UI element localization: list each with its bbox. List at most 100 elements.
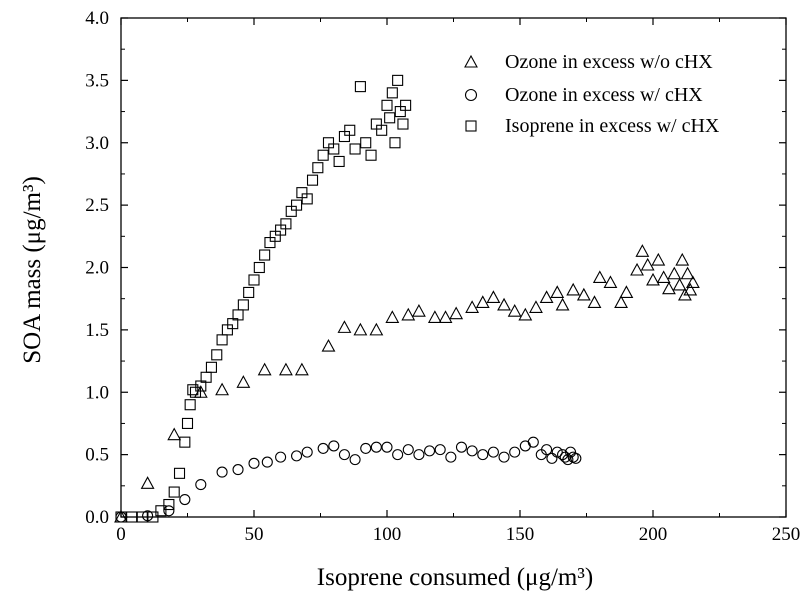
triangle-point (529, 300, 543, 313)
axis-ticks (120, 17, 787, 518)
square-point (392, 74, 404, 86)
square-point (360, 137, 372, 149)
triangle-point (603, 275, 618, 289)
x-tick-label: 200 (639, 524, 668, 545)
circle-point (546, 452, 558, 464)
triangle-point (646, 272, 660, 286)
square-point (291, 199, 303, 211)
square-point (365, 149, 377, 161)
circle-point (338, 449, 350, 461)
circle-point (562, 454, 574, 466)
y-tick-label: 3.0 (85, 133, 109, 154)
triangle-point (614, 295, 629, 308)
legend-label-1: Ozone in excess w/o cHX (505, 51, 713, 73)
triangle-point (438, 310, 453, 323)
square-point (216, 334, 228, 346)
square-point (184, 399, 196, 411)
triangle-point (411, 304, 426, 317)
square-point (253, 261, 265, 274)
y-axis-title: SOA mass (μg/m³) (19, 176, 46, 364)
legend-item-square: Isoprene in excess w/ cHX (465, 115, 720, 137)
circle-point (195, 479, 207, 491)
triangle-point (619, 285, 634, 299)
x-tick-label: 150 (506, 524, 535, 545)
triangle-point (683, 282, 698, 296)
legend-circle-icon (464, 88, 478, 102)
circle-point (301, 446, 313, 458)
triangle-point (294, 362, 309, 376)
triangle-point (630, 262, 644, 276)
y-tick-label: 0.0 (85, 507, 109, 528)
legend-label-3: Isoprene in excess w/ cHX (505, 115, 720, 137)
square-point (376, 124, 388, 136)
legend-label-2: Ozone in excess w/ cHX (505, 84, 703, 106)
square-point (306, 174, 319, 186)
circle-point (541, 444, 553, 456)
x-tick-label: 0 (116, 524, 126, 545)
square-point (344, 124, 356, 136)
triangle-point (635, 244, 650, 257)
square-point (389, 137, 401, 149)
triangle-point (369, 322, 384, 336)
triangle-point (662, 281, 676, 295)
square-point (381, 99, 393, 111)
circle-point (317, 442, 329, 454)
circle-point (381, 441, 393, 453)
square-point (136, 511, 148, 523)
square-point (259, 249, 271, 261)
y-tick-label: 1.5 (85, 320, 109, 341)
square-point (147, 511, 159, 523)
y-tick-label: 2.0 (85, 258, 109, 279)
triangle-point (475, 295, 490, 308)
circle-point (163, 505, 175, 517)
triangle-point (587, 295, 602, 308)
triangle-point (278, 362, 293, 376)
square-point (168, 486, 180, 498)
triangle-point (401, 307, 416, 321)
circle-point (455, 441, 468, 453)
circle-point (261, 456, 273, 468)
triangle-point (667, 266, 682, 280)
triangle-point (518, 307, 533, 321)
circle-point (232, 464, 244, 476)
square-point (397, 118, 409, 130)
square-point (155, 505, 167, 517)
triangle-point (656, 270, 671, 284)
circle-point (413, 449, 425, 461)
triangle-point (685, 275, 700, 289)
circle-point (434, 444, 446, 456)
square-point (280, 218, 292, 230)
circle-point (424, 445, 436, 457)
triangle-point (236, 375, 251, 388)
square-point (386, 87, 398, 99)
square-point (243, 286, 255, 299)
y-tick-label: 2.5 (85, 195, 109, 216)
tick-labels: 0 50 100 150 200 250 0.0 0.5 1.0 1.5 2.0 2.5 3.0 3.5 4… (85, 8, 800, 545)
x-axis-title: Isoprene consumed (μg/m³) (317, 564, 593, 591)
circle-point (477, 449, 489, 461)
triangle-point (486, 290, 501, 303)
legend-item-circle: Ozone in excess w/ cHX (464, 84, 703, 106)
y-tick-label: 3.5 (85, 70, 109, 91)
square-point (205, 361, 217, 373)
legend-item-triangle: Ozone in excess w/o cHX (464, 51, 713, 73)
square-point (384, 112, 396, 124)
circle-point (570, 452, 582, 464)
circle-point (328, 440, 340, 452)
circle-point (291, 450, 303, 462)
square-point (354, 81, 366, 93)
triangle-point (449, 306, 464, 320)
square-point (163, 498, 175, 511)
circle-point (487, 446, 499, 458)
triangle-point (576, 287, 591, 301)
circle-point (402, 444, 414, 456)
circle-point (370, 441, 382, 453)
legend: Ozone in excess w/o cHX Ozone in excess … (464, 51, 720, 137)
circle-point (392, 449, 404, 461)
x-tick-label: 50 (245, 524, 264, 545)
square-point (301, 193, 313, 205)
triangle-point (555, 297, 570, 311)
legend-triangle-icon (464, 54, 478, 68)
y-tick-label: 0.5 (85, 445, 109, 466)
